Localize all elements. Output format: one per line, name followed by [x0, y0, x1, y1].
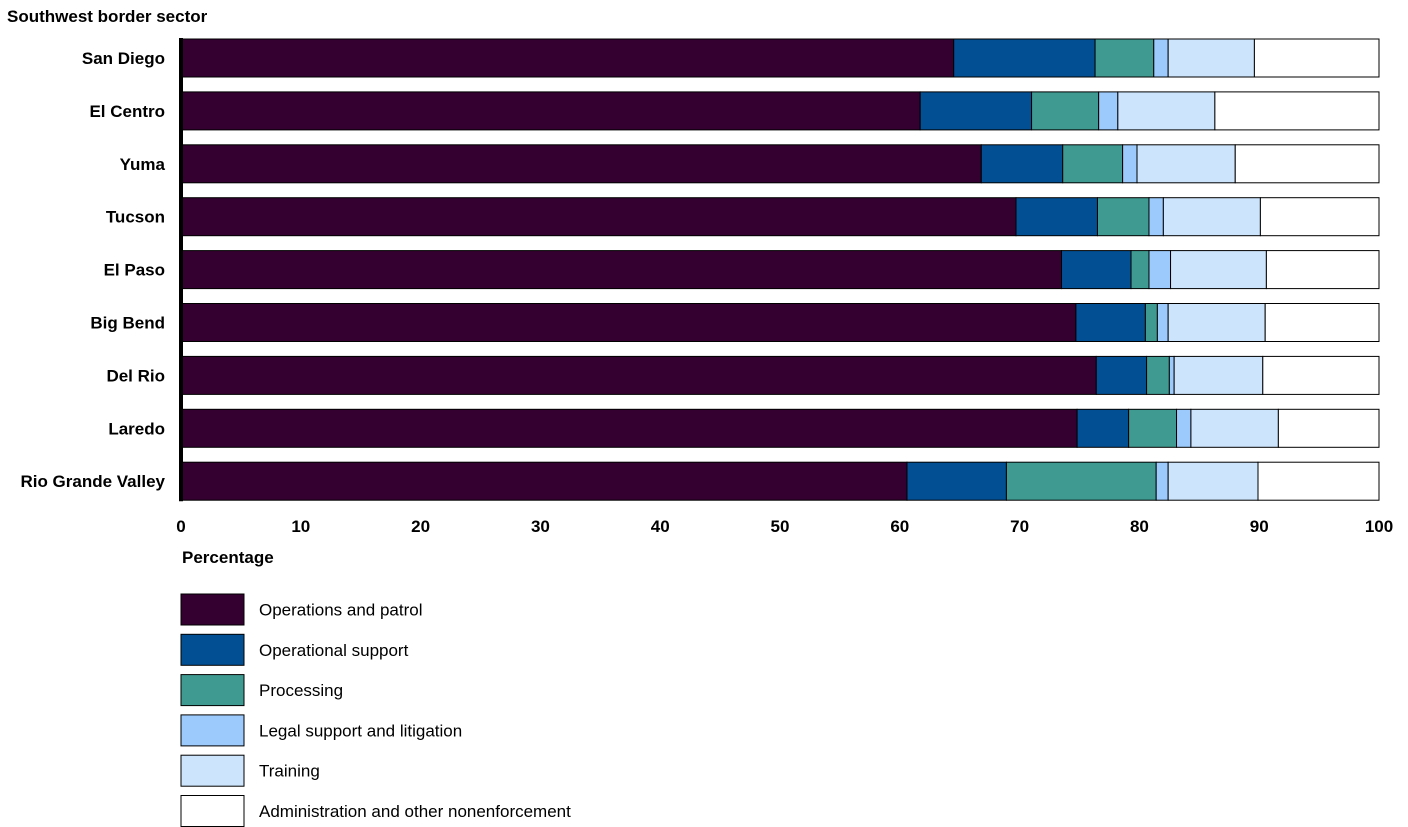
bar-segment: [1155, 461, 1169, 501]
bar-segment: [1005, 461, 1157, 501]
legend-label: Legal support and litigation: [259, 721, 462, 740]
bar-segment: [180, 461, 908, 501]
legend-swatch: [180, 754, 245, 787]
bar-segment: [1190, 408, 1279, 448]
bar-segment: [1176, 408, 1192, 448]
bars-layer: [180, 38, 1380, 501]
x-tick-label: 70: [1010, 517, 1029, 536]
category-label: Big Bend: [90, 314, 165, 333]
legend-swatch: [180, 593, 245, 626]
legend-label: Processing: [259, 681, 343, 700]
category-label: San Diego: [82, 49, 165, 68]
x-axis-title: Percentage: [182, 548, 274, 567]
x-tick-label: 10: [291, 517, 310, 536]
x-tick-label: 30: [531, 517, 550, 536]
legend-label: Operational support: [259, 641, 409, 660]
legend-swatch: [180, 633, 245, 666]
bar-segment: [1156, 303, 1169, 342]
bar-segment: [1167, 38, 1255, 78]
x-tick-label: 40: [651, 517, 670, 536]
category-label: El Paso: [104, 261, 165, 280]
bar-segment: [906, 461, 1007, 501]
bar-segment: [1095, 355, 1148, 395]
bar-segment: [1015, 197, 1098, 237]
category-labels: San Diego El Centro Yuma Tucson El Paso Big B…: [20, 49, 165, 491]
category-label: Del Rio: [106, 366, 165, 385]
bar-segment: [1128, 408, 1178, 448]
bar-segment: [1214, 91, 1380, 131]
bar-segment: [180, 355, 1097, 395]
bar-segment: [180, 91, 921, 131]
legend-label: Operations and patrol: [259, 601, 423, 620]
legend-swatch: [180, 795, 245, 827]
bar-segment: [1265, 250, 1380, 290]
bar-segment: [1122, 144, 1138, 184]
bar-segment: [1173, 355, 1264, 395]
bar-segment: [1146, 355, 1170, 395]
bar-segment: [1096, 197, 1150, 237]
category-label: Yuma: [120, 155, 166, 174]
bar-segment: [1153, 38, 1169, 78]
bar-segment: [1162, 197, 1261, 237]
bar-segment: [1257, 461, 1380, 501]
bar-segment: [1075, 303, 1146, 342]
bar-segment: [180, 408, 1078, 448]
category-label: Tucson: [106, 208, 165, 227]
x-tick-label: 60: [890, 517, 909, 536]
category-label: Rio Grande Valley: [20, 472, 165, 491]
bar-segment: [180, 144, 982, 184]
bar-segment: [919, 91, 1033, 131]
legend-label: Administration and other nonenforcement: [259, 802, 571, 821]
bar-segment: [1094, 38, 1155, 78]
bar-segment: [1031, 91, 1100, 131]
bar-segment: [1144, 303, 1158, 342]
bar-segment: [1098, 91, 1119, 131]
x-tick-label: 0: [176, 517, 185, 536]
bar-segment: [1259, 197, 1380, 237]
x-tick-label: 90: [1250, 517, 1269, 536]
bar-segment: [1062, 144, 1124, 184]
bar-segment: [1136, 144, 1236, 184]
x-tick-labels: 0 10 20 30 40 50 60 70 80 90 100: [176, 517, 1393, 536]
x-tick-label: 100: [1365, 517, 1393, 536]
legend-label: Training: [259, 762, 320, 781]
x-tick-label: 80: [1130, 517, 1149, 536]
category-label: Laredo: [108, 419, 165, 438]
bar-segment: [1168, 355, 1175, 395]
bar-segment: [180, 303, 1077, 342]
bar-segment: [1148, 250, 1172, 290]
bar-segment: [1076, 408, 1130, 448]
x-tick-label: 50: [771, 517, 790, 536]
bar-segment: [1130, 250, 1150, 290]
bar-segment: [1117, 91, 1216, 131]
bar-segment: [1167, 461, 1259, 501]
y-axis-title: Southwest border sector: [7, 7, 208, 26]
bar-segment: [1167, 303, 1266, 342]
bar-segment: [180, 250, 1063, 290]
bar-segment: [180, 38, 955, 78]
legend: Operations and patrol Operational support…: [180, 593, 571, 827]
bar-segment: [953, 38, 1096, 78]
bar-segment: [1234, 144, 1380, 184]
bar-segment: [1061, 250, 1132, 290]
bar-segment: [1170, 250, 1267, 290]
bar-segment: [1262, 355, 1380, 395]
bar-segment: [1148, 197, 1164, 237]
bar-segment: [1264, 303, 1380, 342]
x-tick-label: 20: [411, 517, 430, 536]
legend-swatch: [180, 674, 245, 707]
bar-segment: [980, 144, 1064, 184]
legend-swatch: [180, 714, 245, 747]
category-label: El Centro: [89, 102, 165, 121]
bar-segment: [1277, 408, 1380, 448]
bar-segment: [1253, 38, 1380, 78]
bar-segment: [180, 197, 1017, 237]
